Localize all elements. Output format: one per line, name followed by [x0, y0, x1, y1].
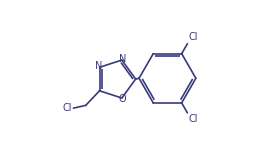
Text: Cl: Cl — [63, 103, 72, 113]
Text: Cl: Cl — [188, 32, 198, 42]
Text: N: N — [95, 61, 103, 71]
Text: Cl: Cl — [188, 114, 198, 124]
Text: O: O — [118, 94, 126, 104]
Text: N: N — [119, 54, 126, 64]
